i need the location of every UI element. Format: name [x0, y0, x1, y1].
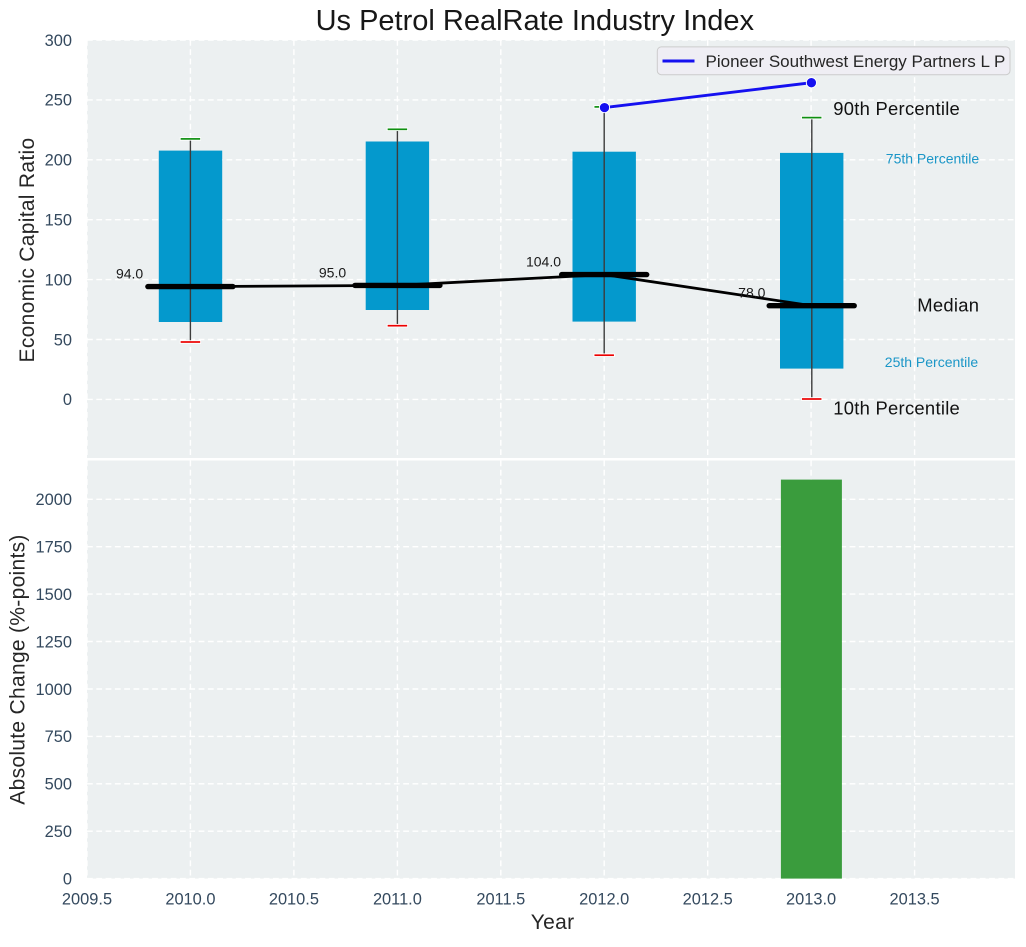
- svg-text:1500: 1500: [36, 586, 72, 604]
- svg-text:Absolute Change (%-points): Absolute Change (%-points): [7, 534, 30, 804]
- svg-text:94.0: 94.0: [116, 266, 143, 282]
- svg-text:Us Petrol RealRate Industry In: Us Petrol RealRate Industry Index: [316, 5, 755, 37]
- svg-text:25th Percentile: 25th Percentile: [885, 354, 979, 370]
- svg-text:250: 250: [45, 823, 72, 841]
- svg-text:2012.0: 2012.0: [579, 891, 629, 909]
- svg-text:90th Percentile: 90th Percentile: [833, 98, 960, 119]
- svg-text:100: 100: [45, 271, 72, 289]
- svg-text:250: 250: [45, 92, 72, 110]
- svg-text:50: 50: [54, 331, 72, 349]
- svg-text:Median: Median: [917, 295, 979, 316]
- svg-text:2011.0: 2011.0: [373, 891, 422, 909]
- svg-text:10th Percentile: 10th Percentile: [833, 397, 960, 418]
- svg-text:0: 0: [63, 870, 72, 888]
- svg-text:2011.5: 2011.5: [476, 891, 525, 909]
- svg-text:1250: 1250: [36, 633, 72, 651]
- svg-text:2013.0: 2013.0: [786, 891, 836, 909]
- svg-text:1750: 1750: [36, 539, 72, 557]
- svg-text:104.0: 104.0: [526, 254, 561, 270]
- svg-text:Pioneer Southwest Energy Partn: Pioneer Southwest Energy Partners L P: [706, 52, 1006, 71]
- svg-text:75th Percentile: 75th Percentile: [886, 151, 980, 167]
- svg-text:300: 300: [45, 32, 72, 50]
- svg-text:78.0: 78.0: [738, 285, 765, 301]
- svg-text:2012.5: 2012.5: [683, 891, 733, 909]
- svg-text:0: 0: [63, 391, 72, 409]
- svg-text:2000: 2000: [36, 491, 72, 509]
- svg-text:2009.5: 2009.5: [62, 891, 112, 909]
- svg-text:200: 200: [45, 152, 72, 170]
- svg-text:95.0: 95.0: [319, 264, 346, 280]
- svg-text:2010.0: 2010.0: [165, 891, 215, 909]
- svg-text:Year: Year: [531, 911, 575, 934]
- svg-text:150: 150: [45, 212, 72, 230]
- svg-text:500: 500: [45, 776, 72, 794]
- svg-text:2013.5: 2013.5: [890, 891, 940, 909]
- svg-text:750: 750: [45, 728, 72, 746]
- svg-text:Economic Capital Ratio: Economic Capital Ratio: [16, 138, 39, 363]
- svg-text:2010.5: 2010.5: [269, 891, 319, 909]
- svg-text:1000: 1000: [36, 681, 72, 699]
